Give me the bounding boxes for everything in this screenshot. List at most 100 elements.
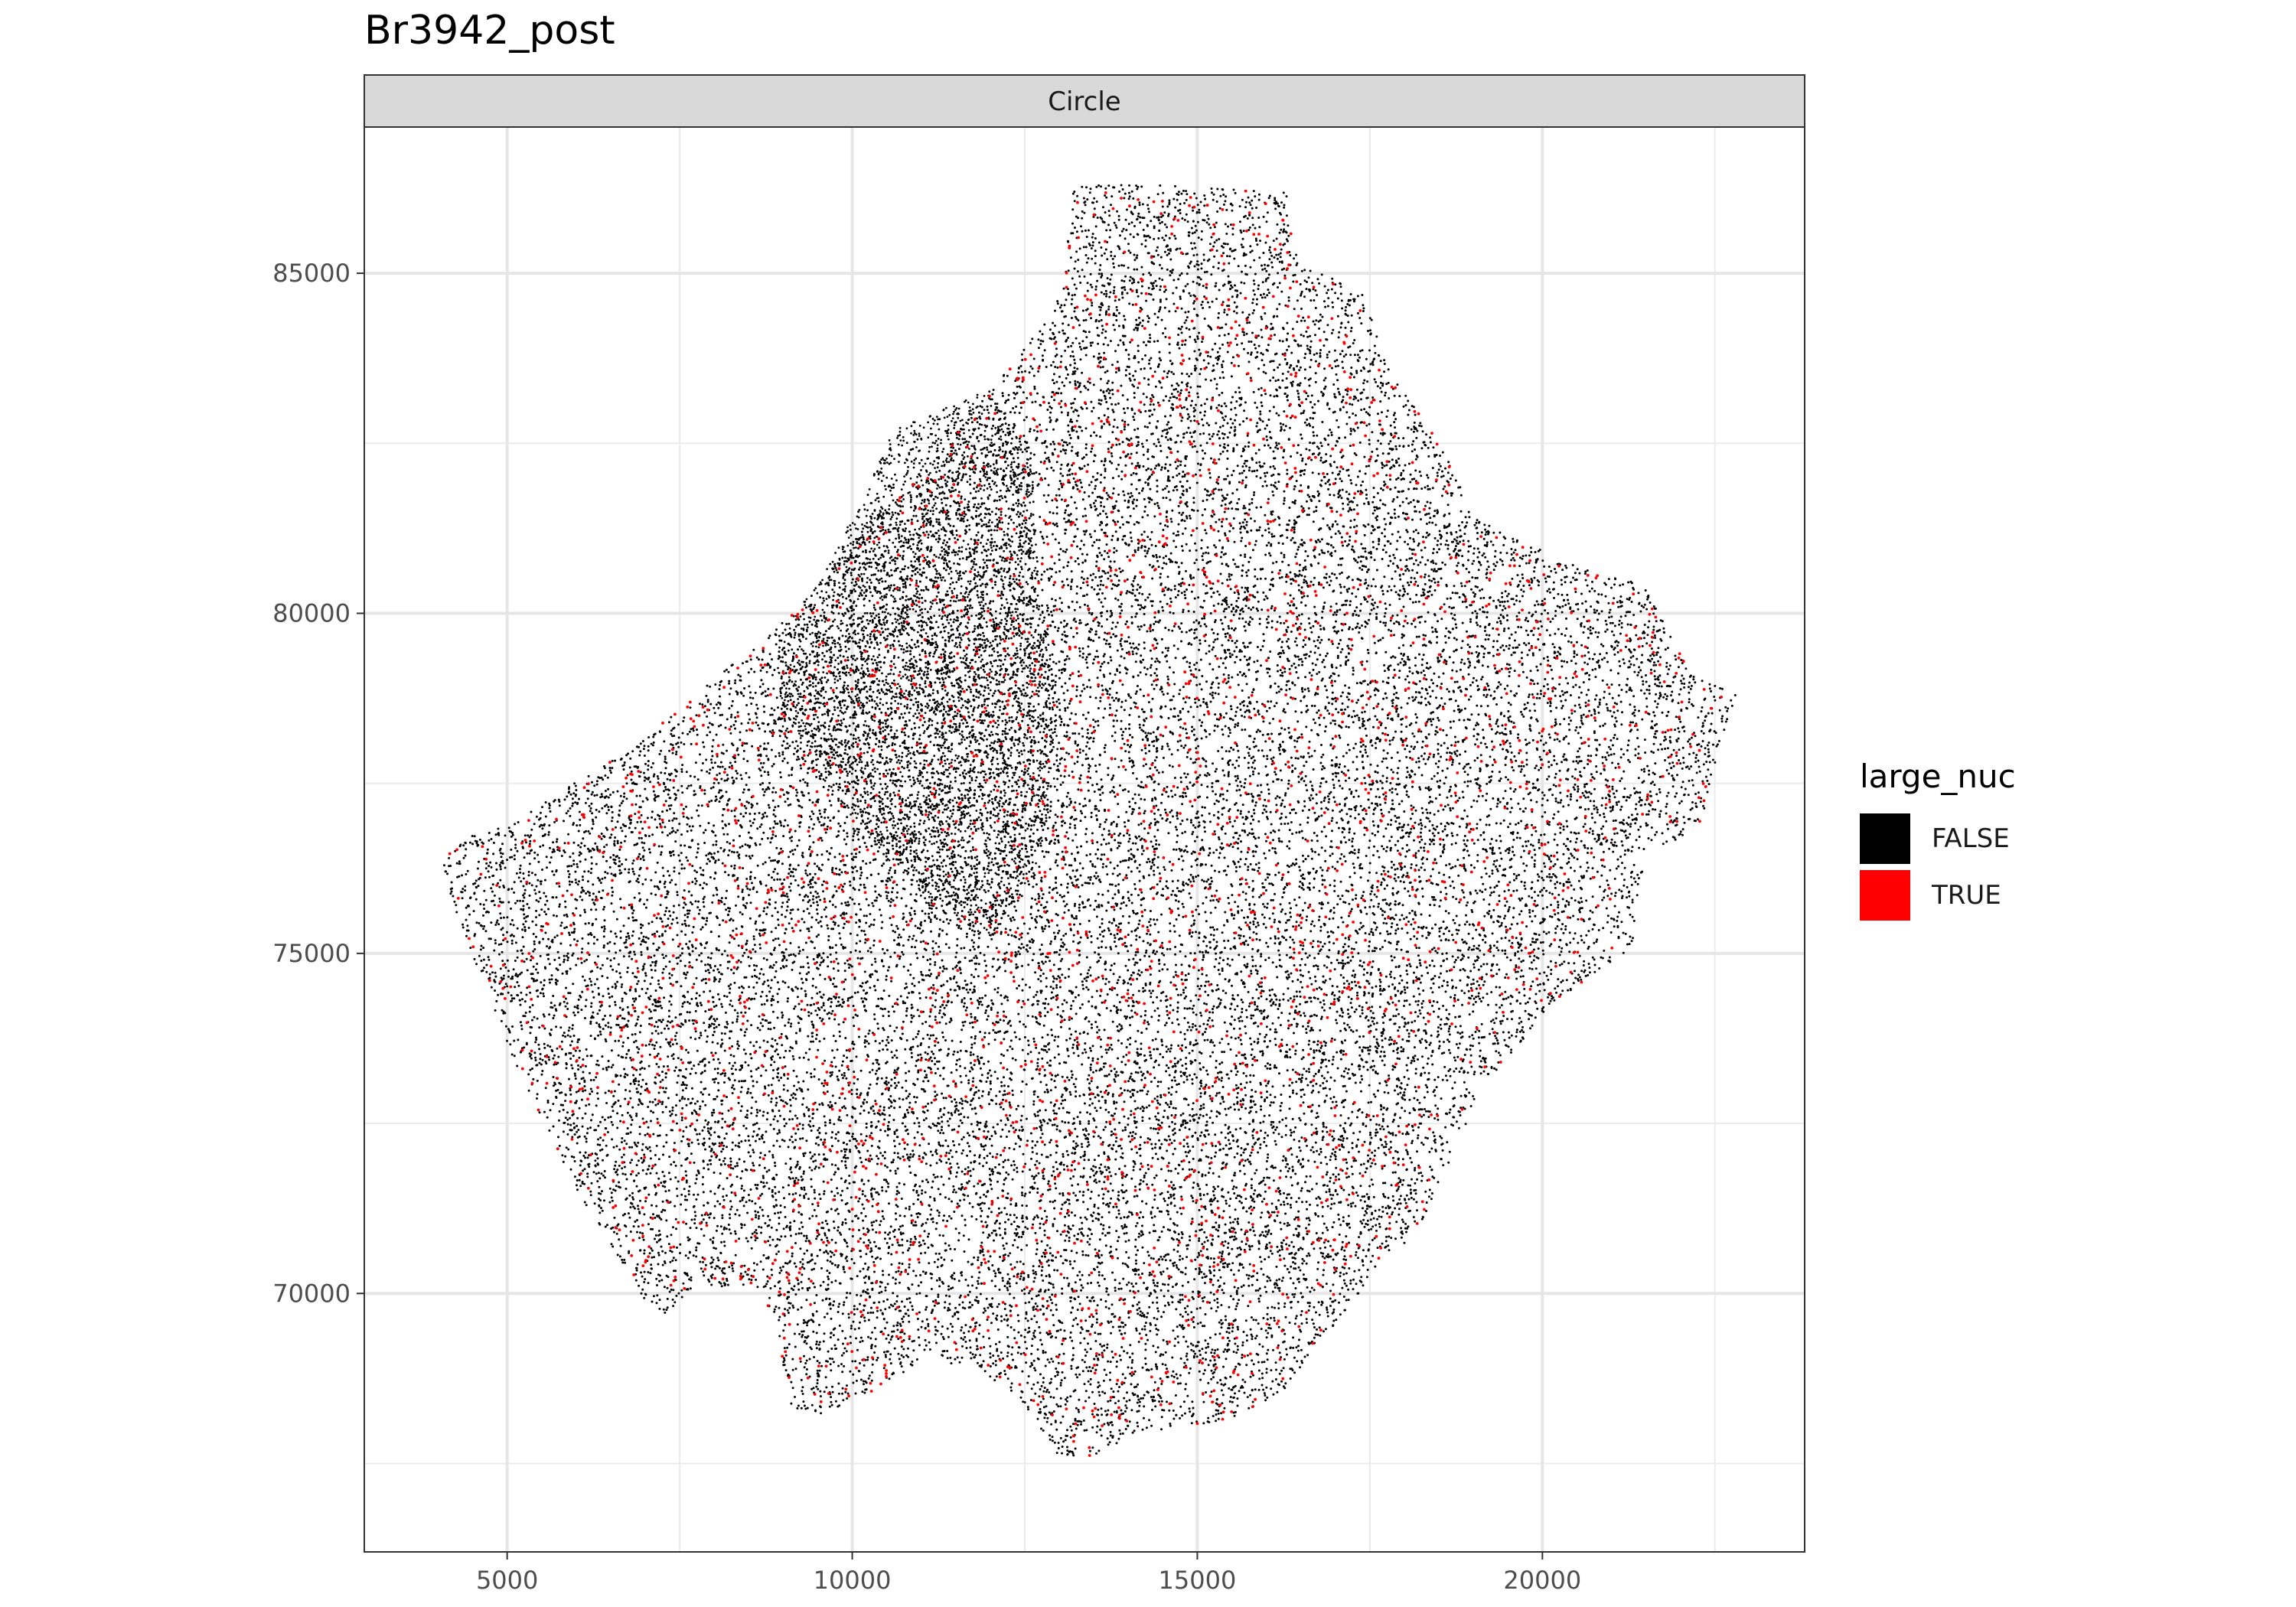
point-false bbox=[1189, 336, 1191, 338]
point-false bbox=[1217, 1185, 1219, 1188]
point-false bbox=[1567, 804, 1570, 807]
point-false bbox=[861, 1390, 863, 1393]
point-false bbox=[1659, 791, 1662, 794]
point-false bbox=[1329, 584, 1331, 586]
point-false bbox=[1592, 669, 1594, 671]
point-false bbox=[1019, 1129, 1021, 1132]
point-false bbox=[1045, 925, 1047, 927]
point-false bbox=[1222, 1244, 1225, 1247]
point-false bbox=[1385, 1109, 1388, 1111]
point-false bbox=[1319, 724, 1321, 726]
point-false bbox=[1367, 879, 1369, 882]
point-false bbox=[897, 1168, 899, 1170]
point-false bbox=[1234, 1231, 1237, 1234]
point-false bbox=[1169, 611, 1171, 614]
point-false bbox=[1053, 1269, 1055, 1271]
point-false bbox=[662, 1209, 664, 1211]
point-false bbox=[751, 1107, 753, 1109]
point-false bbox=[1629, 914, 1632, 916]
point-false bbox=[1593, 942, 1595, 944]
point-false bbox=[1080, 820, 1082, 822]
point-false bbox=[1420, 982, 1422, 984]
point-false bbox=[1009, 411, 1012, 413]
point-false bbox=[755, 1140, 757, 1143]
point-false bbox=[1133, 963, 1136, 966]
point-false bbox=[1563, 883, 1565, 885]
point-false bbox=[1254, 344, 1256, 346]
point-false bbox=[668, 805, 670, 807]
point-false bbox=[735, 1254, 737, 1257]
point-false bbox=[1221, 1077, 1223, 1079]
point-false bbox=[1385, 1236, 1388, 1238]
point-false bbox=[1109, 1047, 1111, 1049]
point-false bbox=[1075, 1448, 1077, 1450]
point-false bbox=[1081, 570, 1084, 572]
point-false bbox=[943, 1214, 945, 1217]
point-false bbox=[827, 1090, 829, 1093]
point-false bbox=[1000, 410, 1003, 412]
point-false bbox=[566, 1133, 569, 1136]
point-false bbox=[1185, 1063, 1187, 1065]
point-false bbox=[844, 947, 846, 949]
point-false bbox=[1405, 970, 1407, 972]
point-false bbox=[1209, 438, 1212, 440]
point-false bbox=[1255, 475, 1257, 478]
point-false bbox=[1442, 1079, 1444, 1081]
point-false bbox=[1218, 489, 1220, 491]
point-false bbox=[1156, 1285, 1159, 1287]
point-false bbox=[1267, 903, 1269, 905]
point-false bbox=[614, 1040, 616, 1042]
point-false bbox=[918, 738, 921, 740]
point-false bbox=[1003, 1019, 1005, 1022]
point-false bbox=[693, 790, 696, 792]
point-false bbox=[1185, 285, 1187, 288]
point-false bbox=[1342, 468, 1344, 470]
point-false bbox=[1029, 371, 1031, 373]
point-false bbox=[651, 892, 653, 895]
point-false bbox=[1215, 1221, 1217, 1224]
point-false bbox=[1183, 406, 1186, 409]
point-false bbox=[1097, 417, 1100, 419]
point-false bbox=[885, 1356, 887, 1358]
point-false bbox=[924, 695, 926, 697]
point-false bbox=[1053, 932, 1055, 934]
point-false bbox=[700, 1035, 702, 1037]
point-false bbox=[1495, 822, 1498, 824]
point-false bbox=[955, 1175, 957, 1178]
point-false bbox=[958, 1232, 960, 1234]
point-false bbox=[721, 820, 723, 823]
point-false bbox=[1456, 933, 1459, 935]
point-false bbox=[1296, 1156, 1298, 1158]
point-false bbox=[1335, 1158, 1337, 1160]
point-false bbox=[951, 1325, 954, 1328]
point-false bbox=[1339, 803, 1341, 805]
point-false bbox=[627, 1127, 629, 1129]
point-false bbox=[1307, 817, 1309, 819]
point-false bbox=[536, 1093, 539, 1095]
point-false bbox=[639, 795, 641, 797]
point-false bbox=[1246, 1274, 1248, 1276]
point-false bbox=[1165, 463, 1167, 465]
point-false bbox=[719, 688, 721, 690]
point-false bbox=[1554, 927, 1557, 930]
point-false bbox=[1417, 1126, 1420, 1129]
point-false bbox=[819, 679, 821, 681]
point-false bbox=[1128, 959, 1130, 961]
point-false bbox=[767, 837, 769, 839]
point-false bbox=[1293, 529, 1296, 531]
point-false bbox=[1296, 921, 1298, 923]
point-false bbox=[1085, 854, 1088, 856]
point-false bbox=[1168, 427, 1170, 429]
point-false bbox=[1407, 568, 1409, 570]
point-false bbox=[1095, 877, 1097, 879]
point-false bbox=[542, 993, 544, 995]
point-false bbox=[654, 1025, 656, 1028]
point-false bbox=[1104, 751, 1106, 753]
point-false bbox=[1315, 372, 1317, 374]
point-false bbox=[521, 928, 523, 931]
point-false bbox=[609, 1188, 612, 1190]
point-false bbox=[1313, 1326, 1316, 1328]
point-false bbox=[1011, 1346, 1013, 1348]
point-false bbox=[1675, 715, 1678, 718]
point-false bbox=[1138, 201, 1140, 204]
